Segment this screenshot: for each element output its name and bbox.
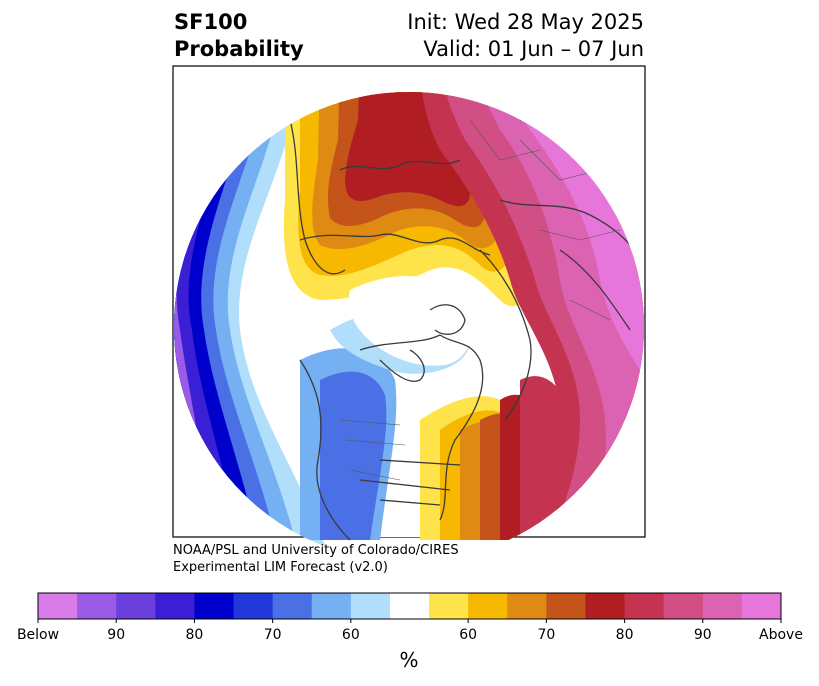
colorbar-swatch [350,593,391,619]
colorbar-swatch [663,593,704,619]
colorbar-swatch [155,593,195,619]
product-name: Probability [174,37,304,61]
credit-line-2: Experimental LIM Forecast (v2.0) [173,560,388,575]
colorbar-swatch [741,593,782,619]
colorbar-swatch [429,593,469,619]
forecast-dates: Init: Wed 28 May 2025 Valid: 01 Jun – 07… [407,9,644,63]
colorbar-frame [37,592,782,620]
colorbar-swatch [77,593,117,619]
init-date: Init: Wed 28 May 2025 [407,10,644,34]
colorbar-swatch [585,593,626,619]
colorbar-swatch [272,593,313,619]
colorbar-swatch [546,593,586,619]
variable-name: SF100 [174,10,248,34]
colorbar-swatch [311,593,352,619]
credit-line-1: NOAA/PSL and University of Colorado/CIRE… [173,543,459,558]
colorbar [37,592,782,623]
colorbar-swatch [194,593,235,619]
colorbar-swatch [116,593,156,619]
colorbar-tick-label: 80 [185,627,204,643]
colorbar-tick-label: 60 [341,627,360,643]
valid-range: Valid: 01 Jun – 07 Jun [423,37,644,61]
colorbar-swatch [702,593,743,619]
colorbar-tick-label: Above [759,627,803,643]
colorbar-tick-label: 70 [263,627,282,643]
colorbar-swatch [233,593,274,619]
colorbar-swatch [468,593,508,619]
map-title: SF100 Probability [174,9,304,63]
colorbar-tick-label: 90 [693,627,712,643]
colorbar-swatch [507,593,547,619]
colorbar-unit: % [399,648,419,672]
colorbar-tick-label: 60 [459,627,478,643]
colorbar-tick-label: 90 [107,627,126,643]
colorbar-swatch [389,593,430,619]
colorbar-tick-label: Below [16,627,60,643]
colorbar-swatch [624,593,665,619]
colorbar-tick-label: 80 [615,627,634,643]
colorbar-swatch [38,593,78,619]
colorbar-tick-label: 70 [537,627,556,643]
country-borders [339,119,621,481]
credit: NOAA/PSL and University of Colorado/CIRE… [173,542,459,576]
